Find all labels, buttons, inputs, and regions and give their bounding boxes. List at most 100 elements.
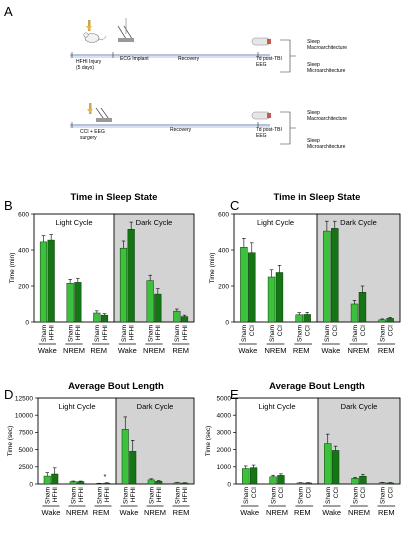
group-label-sham: Sham	[269, 325, 276, 342]
region-label: Dark Cycle	[341, 402, 378, 411]
bar-sham-wake-light	[43, 475, 51, 485]
timeline-bottom-outcome-1: Sleep Macroarchitecture	[307, 110, 347, 122]
eeg-device-icon	[251, 111, 271, 120]
timeline-top-stage-1: HFHI Injury (5 days)	[76, 59, 102, 71]
region-label: Dark Cycle	[340, 218, 377, 227]
y-tick-label: 2500	[19, 464, 34, 471]
bar-hfhi-rem-dark	[181, 482, 189, 485]
y-tick-label: 400	[218, 247, 229, 254]
group-label-hfhi: HFHI	[48, 325, 55, 340]
timeline-bottom-stage-3: 7d post-TBI EEG	[256, 127, 282, 139]
bar-sham-wake-dark	[324, 443, 332, 485]
chart-panel-e: E Average Bout Length Light Cycle Dark Cycl…	[205, 381, 401, 517]
bar-hfhi-nrem-dark	[154, 293, 162, 323]
bar-hfhi-nrem-dark	[155, 480, 163, 485]
group-label-sham: Sham	[380, 325, 387, 342]
stereotaxic-icon	[95, 107, 112, 123]
bar-cci-nrem-dark	[359, 476, 367, 485]
bar-hfhi-wake-dark	[129, 451, 137, 485]
x-state-label-nrem: NREM	[347, 346, 369, 355]
chart-panel-d: D Average Bout Length Light Cycle Dark Cycl…	[4, 381, 195, 517]
region-label: Light Cycle	[258, 402, 295, 411]
bar-sham-nrem-dark	[147, 479, 155, 485]
bar-sham-nrem-light	[267, 276, 276, 323]
bar-sham-rem-dark	[173, 310, 181, 323]
chart-panel-c: C Time in Sleep State Light Cycle Dark Cycl…	[209, 192, 401, 355]
dark-cycle-region	[317, 214, 400, 322]
x-state-label-wake: Wake	[238, 346, 257, 355]
region-label: Dark Cycle	[136, 218, 173, 227]
bar-sham-wake-dark	[121, 429, 129, 485]
group-label-sham: Sham	[270, 487, 277, 504]
bar-sham-rem-light	[296, 482, 305, 485]
chart-title: Average Bout Length	[269, 381, 365, 392]
bar-sham-rem-dark	[173, 482, 181, 485]
bar-hfhi-rem-light	[103, 482, 111, 485]
impactor-icon	[87, 103, 93, 114]
y-tick-label: 600	[218, 211, 229, 218]
y-axis-label: Time (min)	[9, 253, 16, 284]
x-state-label-nrem: NREM	[264, 346, 286, 355]
bar-cci-wake-dark	[331, 450, 340, 485]
group-label-hfhi: HFHI	[128, 325, 135, 340]
group-label-sham: Sham	[175, 487, 182, 504]
group-label-sham: Sham	[41, 325, 48, 342]
x-state-label-nrem: NREM	[63, 346, 85, 355]
bar-hfhi-rem-dark	[180, 316, 189, 323]
y-tick-label: 0	[29, 481, 33, 488]
timeline-top-stage-2: ECG Implant	[120, 56, 149, 62]
y-tick-label: 600	[18, 211, 29, 218]
bar-sham-wake-dark	[119, 247, 128, 323]
group-label-cci: CCI	[249, 325, 256, 336]
panel-label-d: D	[4, 387, 13, 402]
timeline-bottom-outcome-2: Sleep Microarchitecture	[307, 138, 346, 150]
bar-cci-wake-dark	[331, 228, 339, 323]
panel-label-c: C	[230, 198, 239, 213]
group-label-cci: CCI	[360, 487, 367, 498]
bar-sham-wake-light	[39, 241, 48, 323]
group-label-sham: Sham	[71, 487, 78, 504]
region-label: Light Cycle	[55, 218, 92, 227]
x-state-label-rem: REM	[293, 346, 310, 355]
bar-hfhi-nrem-light	[74, 282, 82, 323]
y-tick-label: 200	[18, 283, 29, 290]
bar-sham-rem-dark	[378, 319, 386, 323]
bar-sham-wake-dark	[323, 230, 331, 323]
group-label-sham: Sham	[147, 325, 154, 342]
bar-sham-nrem-dark	[350, 303, 359, 323]
group-label-sham: Sham	[241, 325, 248, 342]
outcome-bracket-top	[280, 39, 296, 73]
group-label-sham: Sham	[380, 487, 387, 504]
chart-title: Time in Sleep State	[274, 192, 361, 203]
group-label-cci: CCI	[387, 325, 394, 336]
bar-cci-rem-light	[303, 314, 311, 323]
group-label-sham: Sham	[67, 325, 74, 342]
group-label-hfhi: HFHI	[78, 487, 85, 502]
x-state-label-rem: REM	[294, 508, 311, 517]
x-state-label-wake: Wake	[42, 508, 61, 517]
bar-cci-rem-dark	[386, 482, 394, 485]
region-label: Light Cycle	[58, 402, 95, 411]
group-label-hfhi: HFHI	[182, 487, 189, 502]
x-state-label-rem: REM	[172, 346, 189, 355]
x-state-label-wake: Wake	[321, 346, 340, 355]
group-label-sham: Sham	[123, 487, 130, 504]
y-tick-label: 5000	[217, 395, 232, 402]
bar-sham-nrem-dark	[351, 478, 359, 485]
group-label-cci: CCI	[277, 325, 284, 336]
timeline-top: HFHI Injury (5 days) ECG Implant Recovery…	[70, 18, 347, 74]
eeg-device-icon	[251, 37, 271, 46]
y-tick-label: 0	[227, 481, 231, 488]
group-label-hfhi: HFHI	[130, 487, 137, 502]
bar-cci-rem-light	[304, 482, 312, 485]
bar-sham-rem-light	[93, 312, 101, 323]
bar-hfhi-rem-light	[100, 314, 109, 323]
bar-sham-nrem-dark	[146, 280, 154, 323]
y-axis-label: Time (sec)	[205, 426, 212, 456]
group-label-hfhi: HFHI	[155, 325, 162, 340]
impactor-icon	[86, 20, 92, 31]
x-state-label-nrem: NREM	[348, 508, 370, 517]
group-label-cci: CCI	[278, 487, 285, 498]
group-label-sham: Sham	[45, 487, 52, 504]
